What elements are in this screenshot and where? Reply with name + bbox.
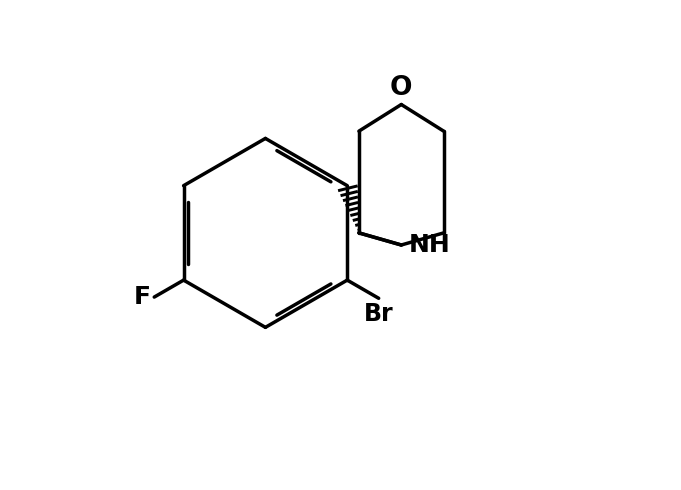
Text: O: O	[390, 74, 413, 100]
Text: NH: NH	[409, 233, 450, 257]
Text: Br: Br	[364, 302, 394, 326]
Text: F: F	[133, 285, 151, 309]
